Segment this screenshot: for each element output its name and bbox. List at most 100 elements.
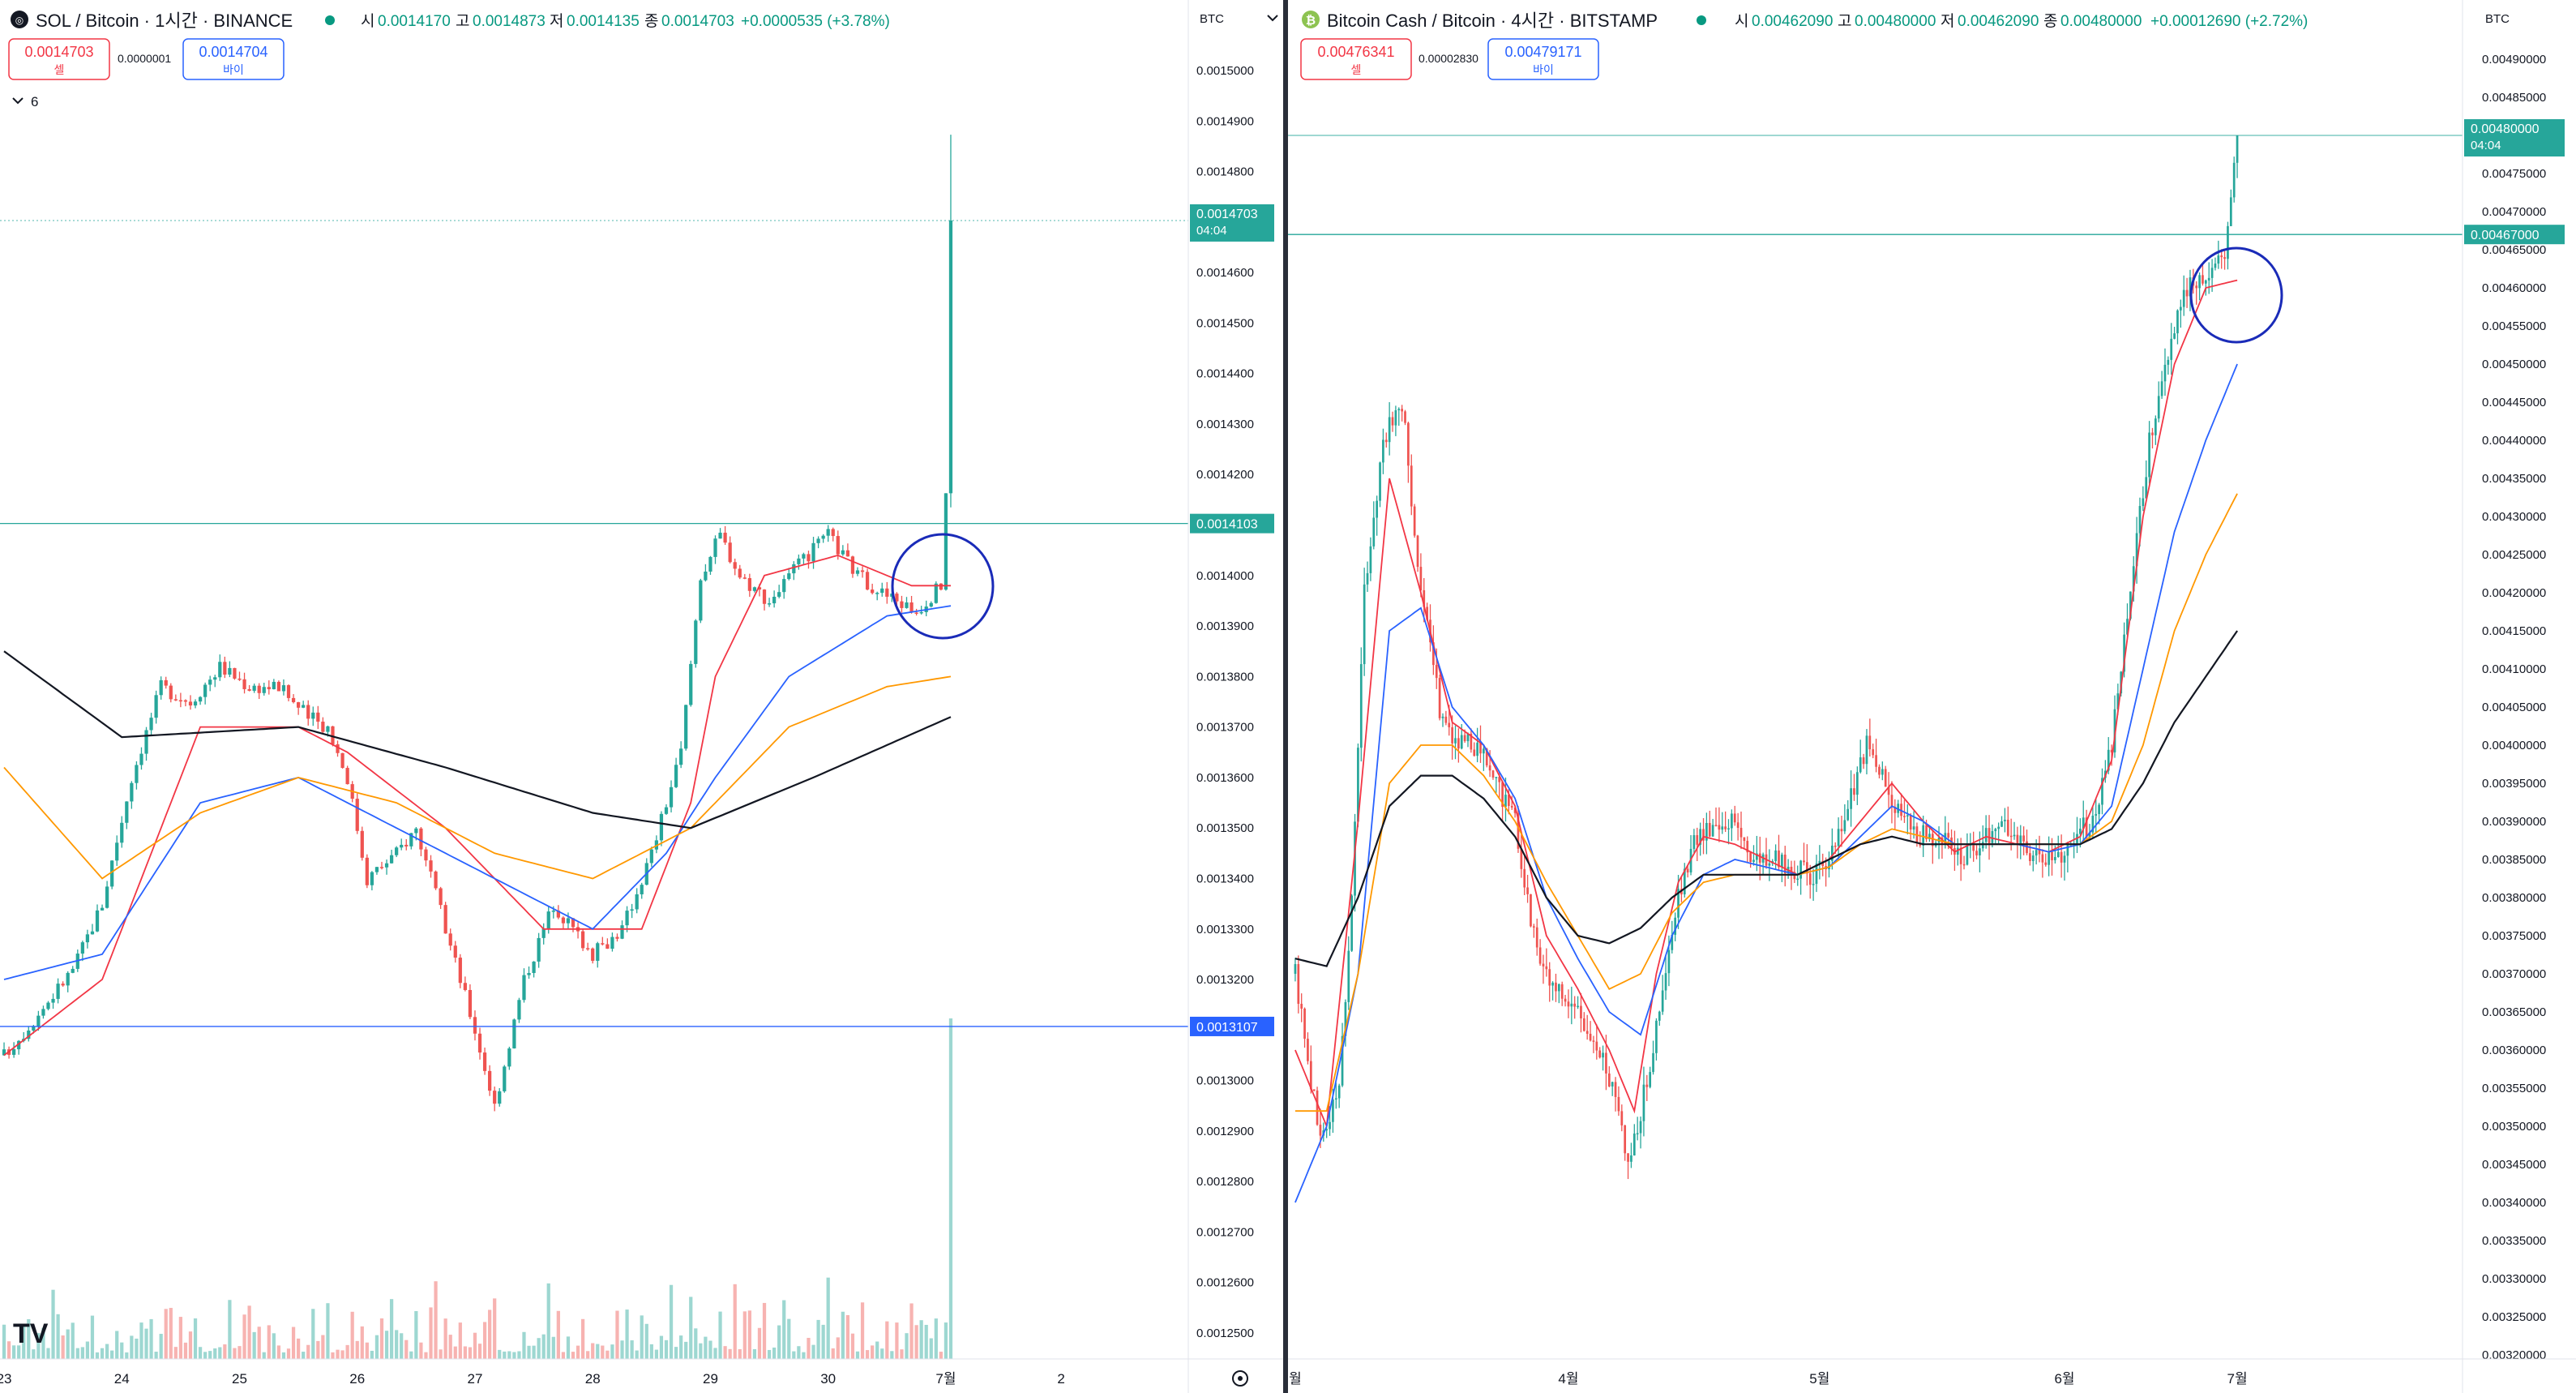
volume-bar (316, 1340, 320, 1359)
volume-bar (365, 1342, 369, 1359)
candle-body (1652, 1052, 1654, 1073)
volume-bar (767, 1349, 772, 1359)
volume-bar (120, 1342, 124, 1359)
axis-dropdown-chevron-icon[interactable] (1267, 15, 1278, 22)
candle-body (1329, 1121, 1331, 1129)
candle-body (2229, 197, 2232, 226)
candle-body (51, 998, 55, 1003)
candle-body (1577, 1005, 1579, 1008)
volume-bar (188, 1331, 193, 1359)
candle-body (601, 943, 605, 945)
candle-body (1602, 1052, 1604, 1058)
volume-bar (914, 1325, 918, 1359)
y-tick-label: 0.00340000 (2482, 1196, 2546, 1210)
volume-bar (630, 1340, 634, 1359)
candle-body (1451, 727, 1453, 744)
volume-bar (306, 1344, 310, 1359)
chart-pane-bch-btc[interactable]: 0.00490000 0.00485000 0.00480000 0.00475000… (1288, 0, 2576, 1393)
candle-body (580, 931, 585, 949)
candle-body (2048, 851, 2050, 865)
candle-body (1376, 500, 1379, 518)
candle-body (125, 801, 129, 823)
symbol-title[interactable]: Bitcoin Cash / Bitcoin · 4시간 · BITSTAMP (1327, 11, 1658, 31)
candle-body (1818, 860, 1821, 864)
sell-button[interactable]: 0.0014703 셀 (8, 38, 110, 80)
candle-body (939, 583, 943, 590)
symbol-title[interactable]: SOL / Bitcoin · 1시간 · BINANCE (36, 11, 293, 31)
candle-body (1567, 1001, 1570, 1007)
moving-averages (1294, 279, 2239, 1203)
candle-body (1947, 833, 1950, 838)
y-tick-label: 0.0012600 (1196, 1276, 1254, 1290)
sell-button[interactable]: 0.00476341 셀 (1300, 38, 1412, 80)
candle-body (699, 580, 703, 621)
y-tick-label: 0.0013000 (1196, 1074, 1254, 1088)
volume-bar (900, 1349, 904, 1359)
candle-body (1997, 826, 2000, 829)
candle-body (1410, 465, 1413, 507)
volume-bar (203, 1352, 208, 1359)
volume-bar (831, 1348, 835, 1359)
candle-body (2082, 817, 2085, 829)
candle-body (80, 942, 84, 954)
candle-body (929, 602, 933, 607)
pane-divider[interactable] (1283, 0, 1288, 1393)
volume-bar (374, 1335, 379, 1359)
volume-bar (302, 1352, 306, 1359)
indicators-toggle[interactable]: 6 (12, 94, 38, 109)
candle-body (1470, 733, 1473, 750)
candle-body (1404, 411, 1406, 423)
candle-body (2098, 804, 2100, 814)
volume-bar (75, 1348, 79, 1359)
volume-bar (836, 1337, 840, 1359)
candle-body (419, 828, 423, 850)
buy-button[interactable]: 0.00479171 바이 (1487, 38, 1599, 80)
x-tick-label: 월 (1289, 1371, 1302, 1387)
candle-body (1756, 853, 1758, 860)
candle-body (395, 847, 399, 855)
volume-bar (713, 1348, 717, 1359)
candle-body (1560, 984, 1564, 999)
candle-body (2126, 619, 2129, 635)
candle-body (272, 681, 276, 690)
candle-body (203, 684, 208, 697)
y-tick-label: 0.00490000 (2482, 53, 2546, 66)
volume-bar (841, 1311, 845, 1359)
y-tick-label: 0.00410000 (2482, 662, 2546, 676)
candle-body (664, 807, 669, 814)
candle-body (723, 532, 727, 543)
candle-body (1893, 807, 1897, 813)
tradingview-logo[interactable]: TV (13, 1318, 49, 1349)
candle-body (297, 702, 301, 708)
candle-body (2163, 364, 2167, 382)
candle-body (1768, 863, 1771, 866)
candle-body (2029, 853, 2031, 861)
candle-body (1743, 837, 1746, 842)
volume-bar (110, 1350, 114, 1359)
highlight-circle (2189, 246, 2283, 344)
y-tick-label: 0.0014900 (1196, 114, 1254, 128)
candle-body (321, 722, 325, 732)
volume-bar (400, 1333, 404, 1359)
volume-bar (154, 1352, 158, 1359)
volume-bar (56, 1314, 60, 1359)
volume-bar (27, 1318, 31, 1359)
horizontal-lines[interactable] (1288, 135, 2463, 235)
volume-bar (409, 1351, 413, 1359)
horizontal-lines[interactable] (0, 220, 1188, 1027)
candle-body (468, 989, 473, 1018)
candle-body (2079, 828, 2082, 834)
candlestick-series (1294, 135, 2239, 1180)
buy-label: 바이 (1533, 63, 1554, 76)
candle-body (752, 587, 757, 591)
candle-body (1573, 1003, 1577, 1007)
buy-button[interactable]: 0.0014704 바이 (182, 38, 285, 80)
candle-body (1624, 1125, 1627, 1154)
candle-body (1344, 1001, 1347, 1036)
chart-pane-sol-btc[interactable]: 0.00150000.00149000.00148000.00147000.00… (0, 0, 1283, 1393)
candle-body (2142, 498, 2145, 507)
candle-body (620, 925, 624, 939)
y-tick-label: 0.00375000 (2482, 929, 2546, 943)
gear-icon[interactable] (1232, 1370, 1248, 1387)
